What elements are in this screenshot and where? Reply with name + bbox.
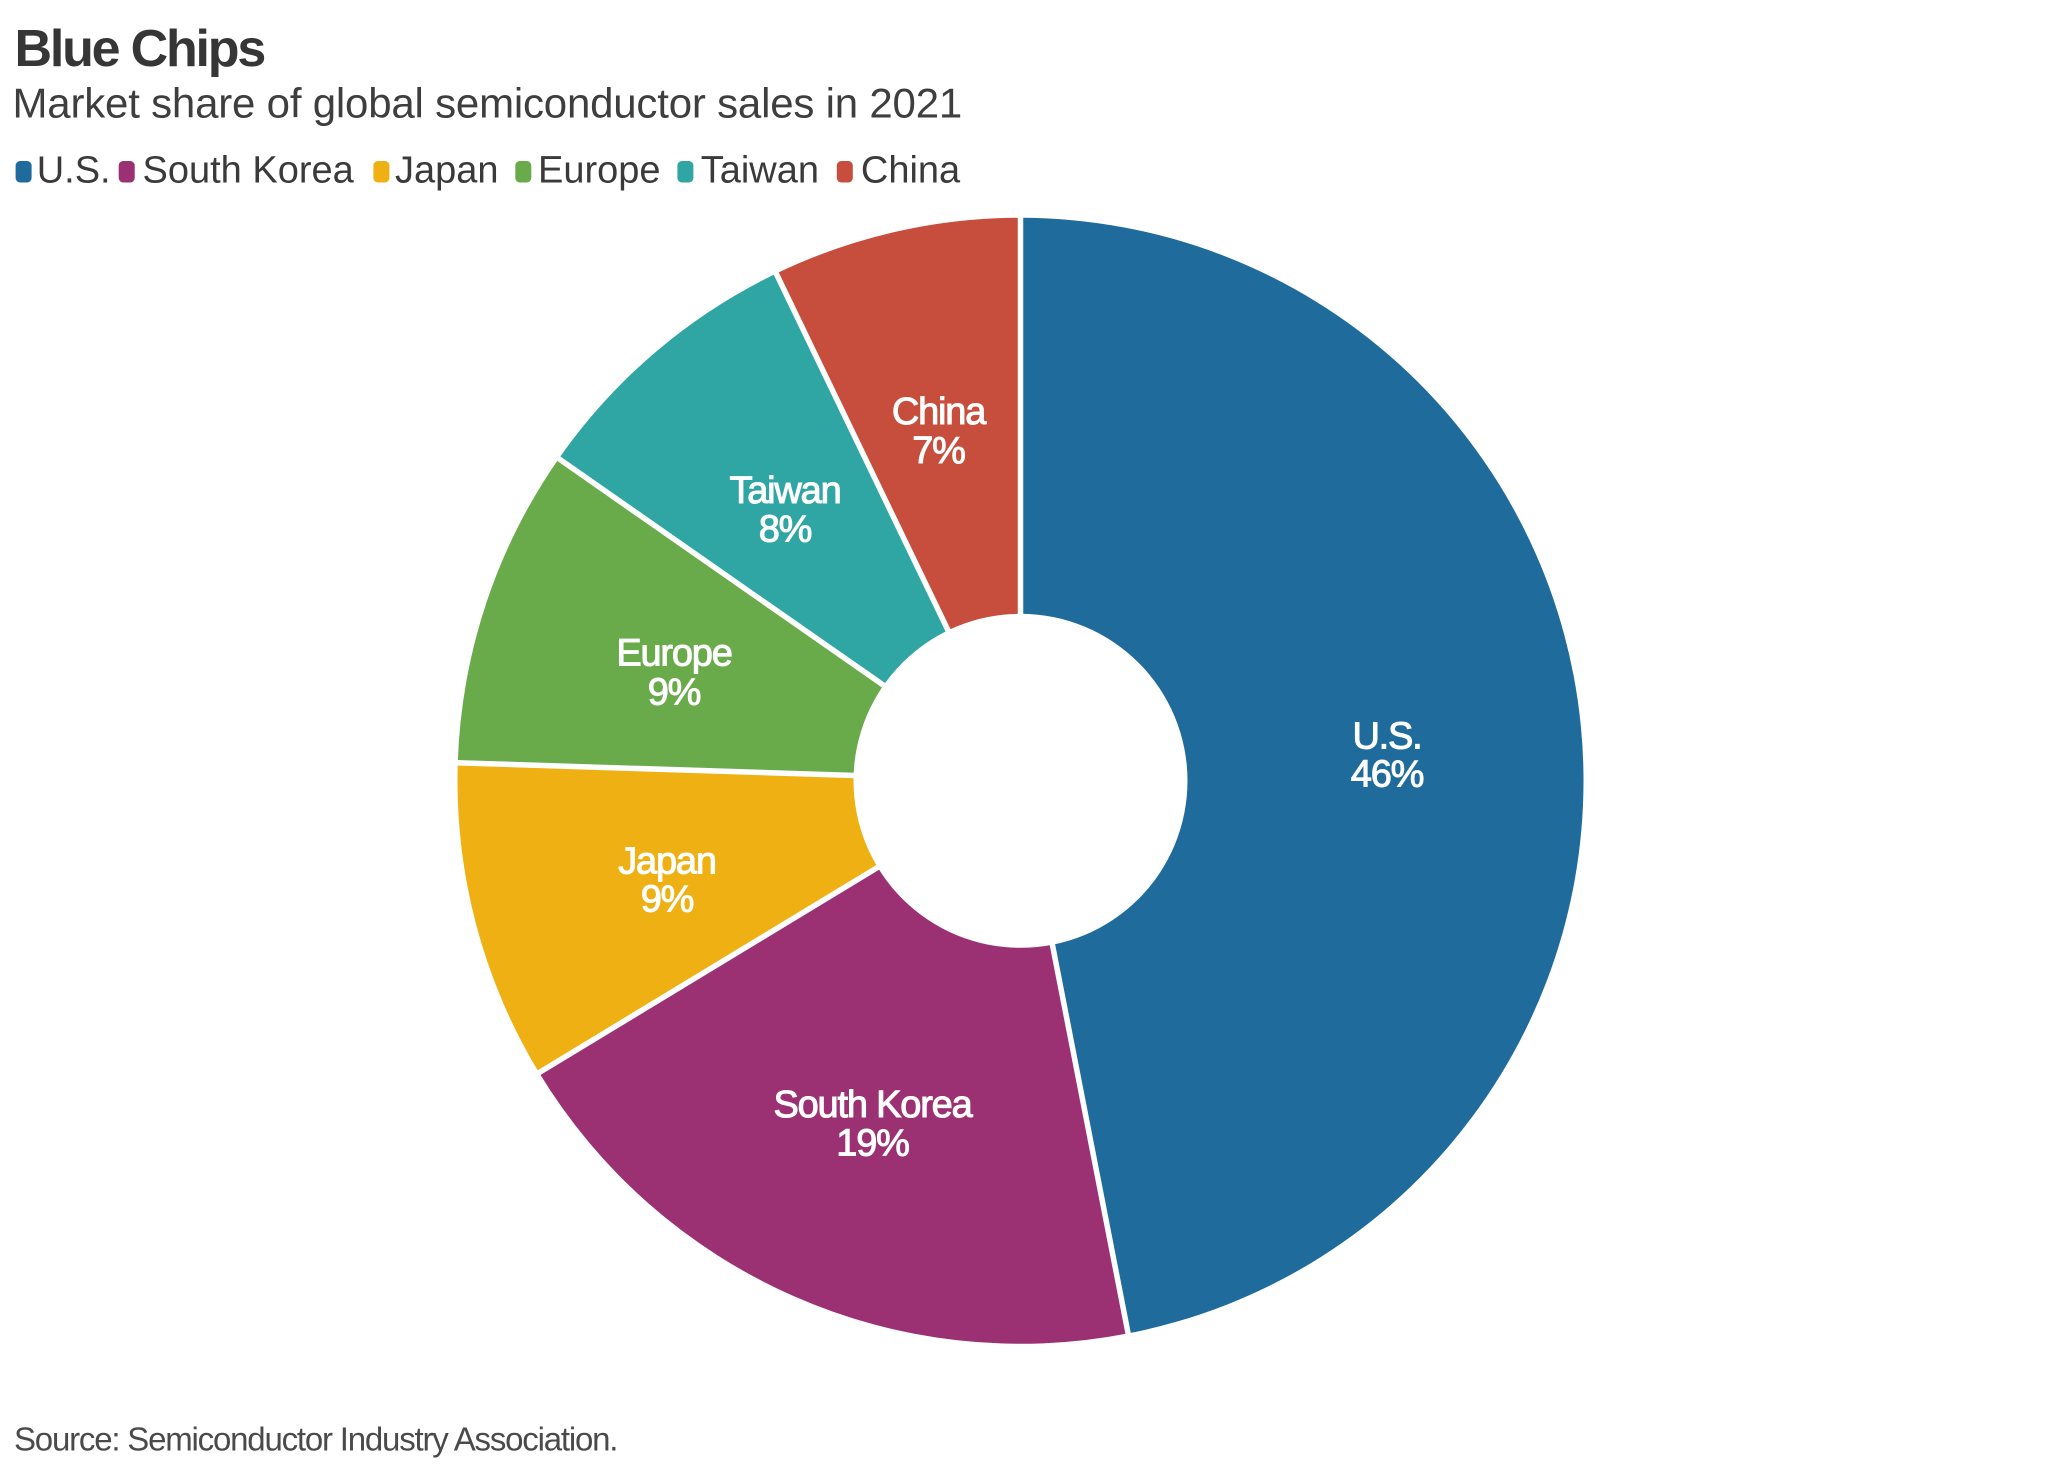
svg-text:Japan: Japan [395, 149, 499, 191]
svg-text:Taiwan: Taiwan [729, 470, 840, 512]
svg-text:Europe: Europe [616, 633, 731, 675]
svg-text:Taiwan: Taiwan [701, 149, 819, 191]
svg-text:Japan: Japan [618, 841, 716, 883]
svg-text:8%: 8% [759, 509, 812, 551]
svg-text:19%: 19% [836, 1123, 909, 1165]
svg-text:Europe: Europe [538, 149, 661, 191]
svg-text:South Korea: South Korea [773, 1084, 973, 1126]
svg-text:U.S.: U.S. [37, 149, 111, 191]
svg-text:Market share of global semicon: Market share of global semiconductor sal… [13, 80, 963, 127]
svg-text:South Korea: South Korea [143, 149, 355, 191]
svg-text:Blue Chips: Blue Chips [15, 20, 265, 78]
svg-text:46%: 46% [1351, 754, 1424, 796]
svg-text:9%: 9% [648, 672, 701, 714]
svg-text:China: China [892, 391, 987, 433]
svg-text:China: China [861, 149, 961, 191]
svg-text:Source: Semiconductor Industry: Source: Semiconductor Industry Associati… [14, 1420, 617, 1457]
svg-text:U.S.: U.S. [1352, 716, 1421, 758]
svg-text:9%: 9% [641, 879, 694, 921]
svg-text:7%: 7% [912, 430, 965, 472]
